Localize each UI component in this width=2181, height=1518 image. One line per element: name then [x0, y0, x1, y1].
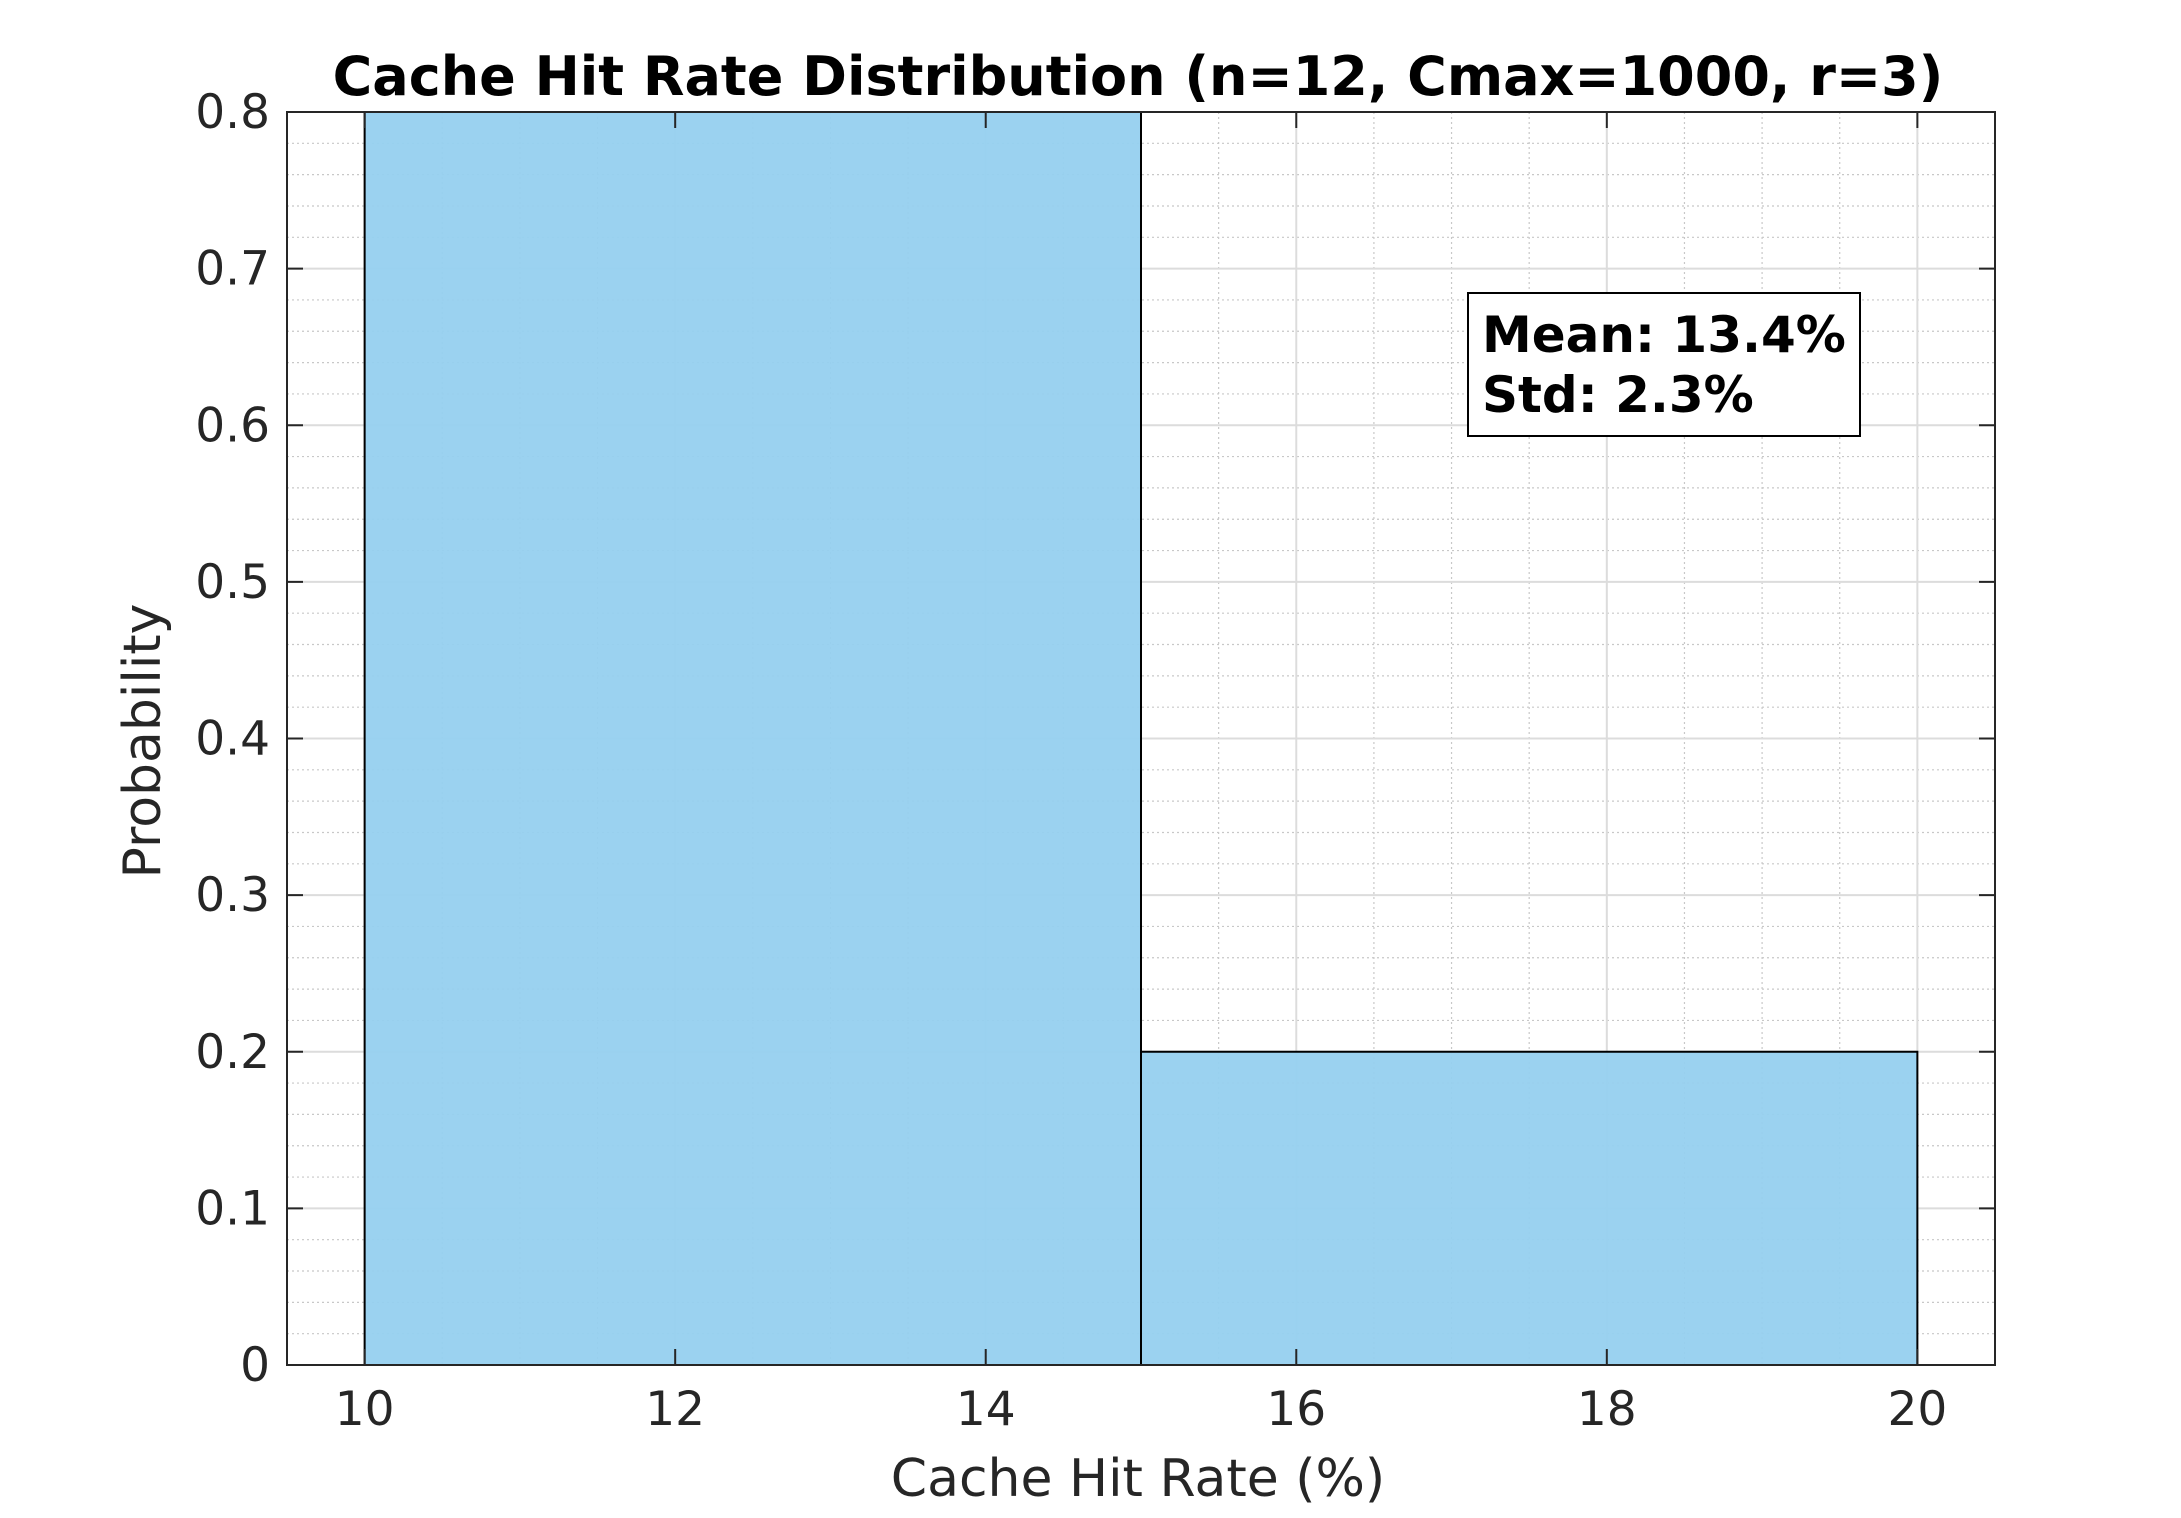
y-axis-title: Probability: [113, 604, 173, 879]
stats-annotation: Mean: 13.4% Std: 2.3%: [1467, 292, 1861, 437]
y-tick-label: 0.5: [195, 555, 270, 610]
y-tick-label: 0.1: [195, 1181, 270, 1236]
y-tick-labels: 0 0.1 0.2 0.3 0.4 0.5 0.6 0.7 0.8: [195, 85, 270, 1393]
y-tick-label: 0.2: [195, 1025, 270, 1080]
histogram-bar-2: [1140, 1050, 1919, 1366]
y-tick-label: 0.4: [195, 712, 270, 767]
x-tick-label: 10: [335, 1382, 395, 1437]
histogram-bars: [363, 111, 1919, 1366]
annotation-mean: Mean: 13.4%: [1482, 306, 1846, 364]
chart-title: Cache Hit Rate Distribution (n=12, Cmax=…: [333, 45, 1944, 108]
y-tick-label: 0: [240, 1338, 270, 1393]
x-tick-label: 18: [1577, 1382, 1637, 1437]
annotation-std: Std: 2.3%: [1482, 366, 1754, 424]
y-tick-label: 0.7: [195, 242, 270, 297]
x-axis-title: Cache Hit Rate (%): [891, 1449, 1385, 1509]
histogram-bar-1: [363, 111, 1142, 1366]
x-tick-label: 14: [956, 1382, 1016, 1437]
x-tick-label: 12: [645, 1382, 705, 1437]
y-tick-label: 0.8: [195, 85, 270, 140]
y-tick-label: 0.6: [195, 398, 270, 453]
axis-ticks: [287, 111, 1995, 1366]
x-tick-label: 16: [1266, 1382, 1326, 1437]
annotation-box: [1467, 292, 1861, 437]
y-tick-label: 0.3: [195, 868, 270, 923]
x-tick-label: 20: [1887, 1382, 1947, 1437]
x-tick-labels: 10 12 14 16 18 20: [335, 1382, 1948, 1437]
